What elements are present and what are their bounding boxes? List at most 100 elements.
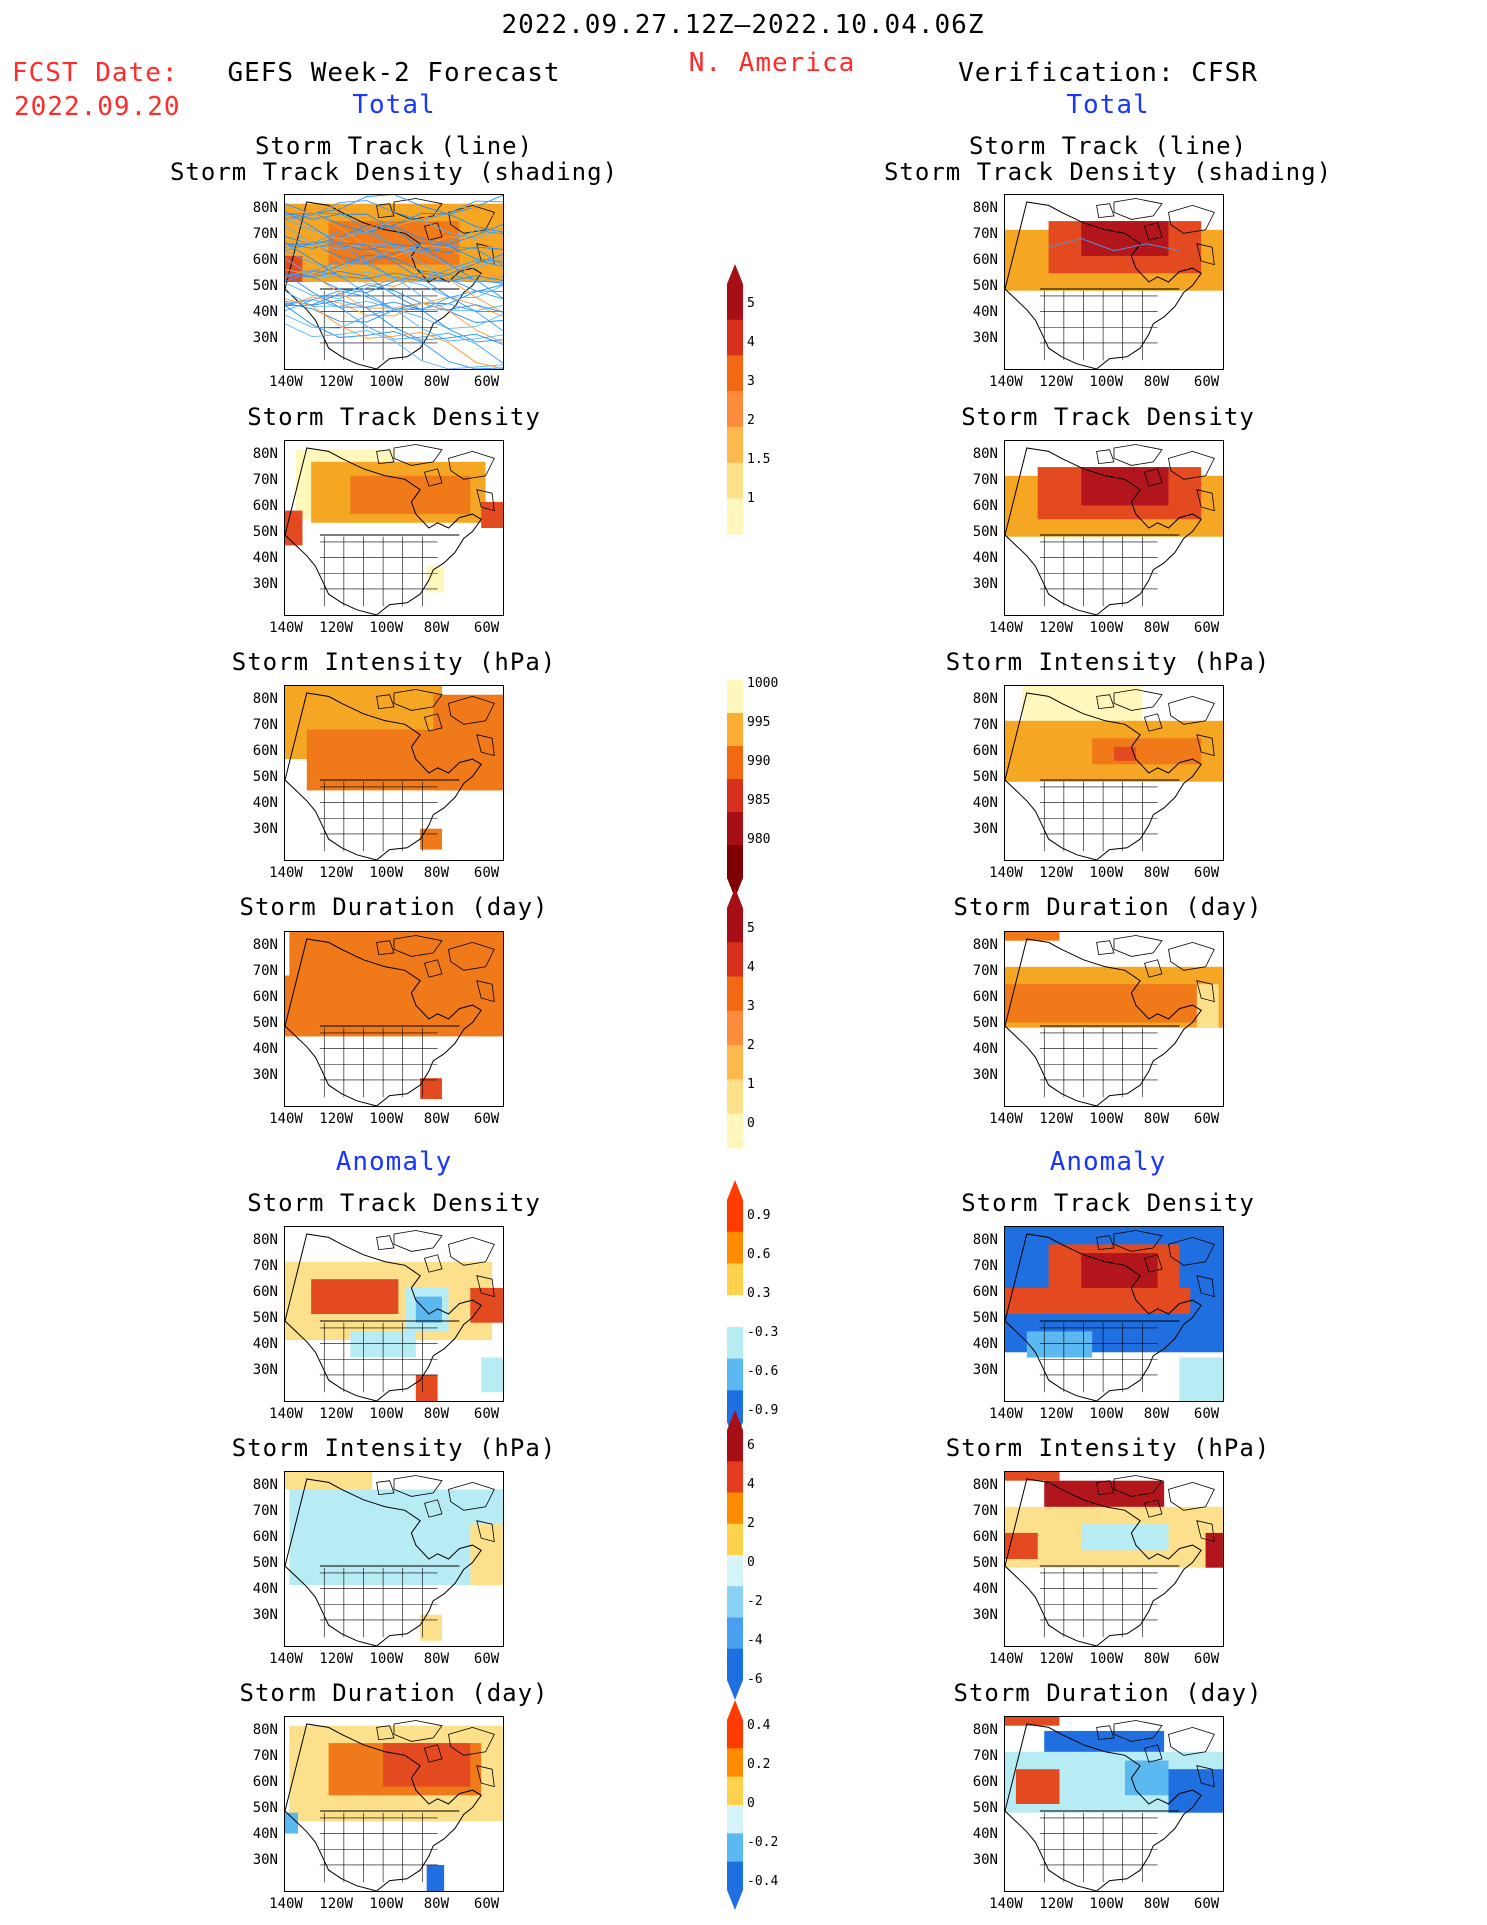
colorbar-swatch [727, 908, 743, 943]
right-anom-intensity-title: Storm Intensity (hPa) [945, 1434, 1271, 1462]
colorbar-swatch [727, 498, 743, 535]
lon-tick-label: 100W [369, 1111, 404, 1127]
colorbar-arrow-bottom [727, 1890, 743, 1910]
coastline [285, 447, 482, 615]
colorbar-tick-label: 2 [747, 413, 755, 428]
colorbar-arrow-top [727, 888, 743, 908]
map-canvas [1005, 1717, 1223, 1891]
colorbar-swatch [727, 1523, 743, 1556]
lon-tick-label: 120W [319, 1651, 353, 1667]
storm-track-line [285, 284, 503, 306]
island-outline [1113, 689, 1163, 711]
forecast-map-anom_duration [284, 1716, 504, 1892]
lon-tick-label: 140W [989, 620, 1023, 636]
colorbar-tick-label: -0.2 [747, 1835, 779, 1850]
island-outline [423, 1744, 443, 1763]
lon-tick-label: 120W [1039, 1406, 1073, 1422]
island-outline [423, 1254, 443, 1273]
island-outline [1196, 489, 1215, 512]
lon-tick-label: 120W [1039, 865, 1073, 881]
lon-tick-label: 120W [319, 374, 353, 390]
lat-tick-label: 30N [972, 1362, 998, 1379]
colorbar-tick-label: -0.6 [747, 1364, 779, 1379]
shading-cell [1005, 1472, 1060, 1481]
coastline [285, 938, 482, 1106]
island-outline [1168, 450, 1215, 480]
colorbar-swatch [727, 284, 743, 321]
forecast-map-intensity [284, 685, 504, 861]
lon-tick-label: 140W [269, 865, 303, 881]
colorbar-tick-label: 990 [747, 754, 771, 769]
colorbar-tick-label: 6 [747, 1438, 755, 1453]
island-outline [376, 1235, 395, 1251]
lat-tick-label: 50N [252, 769, 278, 786]
colorbar-swatch [727, 1045, 743, 1080]
lat-tick-label: 40N [252, 1581, 278, 1598]
island-outline [476, 1765, 495, 1788]
lon-tick-label: 120W [319, 1111, 353, 1127]
verification-map-anom_density [1004, 1226, 1224, 1402]
shading-cell [1005, 984, 1202, 1023]
island-outline [376, 1725, 395, 1741]
island-outline [476, 1520, 495, 1543]
lon-tick-label: 120W [319, 1896, 353, 1912]
lat-tick-label: 70N [252, 1748, 278, 1765]
colorbar-intensity [727, 680, 743, 898]
colorbar-swatch [727, 1720, 743, 1749]
island-outline [1168, 204, 1215, 234]
lon-tick-label: 100W [1089, 1406, 1124, 1422]
island-outline [1113, 444, 1163, 466]
map-canvas [285, 444, 503, 615]
island-outline [376, 203, 395, 219]
right-track-title-1: Storm Track (line) [968, 132, 1248, 160]
lon-tick-label: 60W [1193, 1651, 1220, 1667]
colorbar-tick-label: -4 [747, 1633, 763, 1648]
lat-tick-label: 60N [972, 252, 998, 269]
colorbar-swatch [727, 942, 743, 978]
left-anom-duration-title: Storm Duration (day) [239, 1679, 549, 1707]
lon-tick-label: 80W [423, 1896, 450, 1912]
lon-tick-label: 140W [269, 1896, 303, 1912]
colorbar-swatch [727, 462, 743, 499]
shading-cell [1005, 1717, 1060, 1726]
lat-tick-label: 50N [252, 1800, 278, 1817]
shading-cell [426, 566, 445, 593]
lat-tick-label: 70N [972, 963, 998, 980]
shading-cell [420, 1614, 442, 1641]
verification-map-anom_intensity [1004, 1471, 1224, 1647]
lat-tick-label: 70N [252, 472, 278, 489]
shading-cell [1124, 1760, 1169, 1796]
lat-tick-label: 60N [252, 252, 278, 269]
lat-tick-label: 80N [972, 199, 998, 216]
left-anom-density-title: Storm Track Density [247, 1189, 541, 1217]
left-intensity-title: Storm Intensity (hPa) [231, 648, 557, 676]
colorbar-tick-label: -6 [747, 1672, 763, 1687]
colorbar-arrow-top [727, 1700, 743, 1720]
lon-tick-label: 140W [269, 374, 303, 390]
lat-tick-label: 40N [252, 1826, 278, 1843]
colorbar-tick-label: 1 [747, 1077, 755, 1092]
colorbar-tick-label: 0 [747, 1555, 755, 1570]
colorbar-tick-label: 0.6 [747, 1247, 771, 1262]
lon-tick-label: 60W [1193, 1111, 1220, 1127]
storm-track-line [285, 211, 503, 284]
colorbar-tick-label: 5 [747, 921, 755, 936]
lon-tick-label: 120W [1039, 1651, 1073, 1667]
fcst-date-value: 2022.09.20 [14, 92, 181, 122]
storm-track-line [285, 225, 503, 283]
map-canvas [1005, 1472, 1223, 1646]
lon-tick-label: 80W [1143, 1406, 1170, 1422]
storm-track-line [285, 240, 503, 313]
colorbar-tick-label: 0.4 [747, 1718, 771, 1733]
lat-tick-label: 30N [252, 576, 278, 593]
lat-tick-label: 50N [972, 1310, 998, 1327]
island-outline [393, 935, 443, 957]
map-canvas [1005, 444, 1223, 615]
colorbar-tick-label: 1.5 [747, 452, 771, 467]
lat-tick-label: 60N [252, 1529, 278, 1546]
map-canvas [285, 686, 503, 860]
shading-cell [1015, 1769, 1060, 1804]
lat-tick-label: 60N [252, 1284, 278, 1301]
island-outline [476, 489, 495, 512]
lon-tick-label: 120W [319, 1406, 353, 1422]
